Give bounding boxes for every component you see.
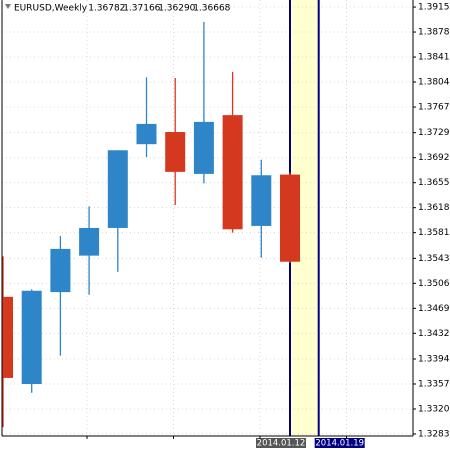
candle-body xyxy=(193,121,214,174)
candle-body xyxy=(21,290,42,384)
title-icon xyxy=(5,4,11,9)
x-marker-box xyxy=(314,438,365,448)
y-tick-label: 1.38040 xyxy=(418,78,450,88)
candle-body xyxy=(107,150,128,228)
ohlc-value: 1.37166 xyxy=(123,4,160,14)
y-tick-label: 1.39150 xyxy=(418,3,450,13)
x-marker-label: 2014.01.19 xyxy=(315,439,364,449)
y-tick-label: 1.33570 xyxy=(418,379,450,389)
y-tick-label: 1.32830 xyxy=(418,429,450,439)
y-tick-label: 1.33940 xyxy=(418,354,450,364)
chart-title: EURUSD,Weekly xyxy=(14,4,88,14)
candle-body xyxy=(50,248,71,293)
ohlc-value: 1.36782 xyxy=(88,4,125,14)
y-tick-label: 1.35810 xyxy=(418,228,450,238)
candle-body xyxy=(79,227,100,256)
y-tick-label: 1.36550 xyxy=(418,178,450,188)
grid xyxy=(2,0,413,436)
candle-body xyxy=(136,123,157,145)
y-tick-label: 1.35430 xyxy=(418,254,450,264)
y-tick-label: 1.34690 xyxy=(418,304,450,314)
axis-labels: 1.39150 1.38780 1.38410 1.38040 1.37670 1.372… xyxy=(86,3,450,449)
candle-body xyxy=(280,174,300,262)
ohlc-value: 1.36290 xyxy=(158,4,195,14)
x-marker-label: 2014.01.12 xyxy=(257,439,306,449)
ohlc-value: 1.36668 xyxy=(193,4,230,14)
header: EURUSD,Weekly 1.367821.371661.362901.366… xyxy=(14,4,231,14)
y-tick-label: 1.37670 xyxy=(418,103,450,113)
y-tick-label: 1.34320 xyxy=(418,329,450,339)
candle-body xyxy=(222,115,243,230)
candle-body xyxy=(2,296,13,378)
candles xyxy=(2,21,300,428)
x-marker-box xyxy=(256,438,306,448)
y-tick-label: 1.38780 xyxy=(418,28,450,38)
y-tick-label: 1.36920 xyxy=(418,153,450,163)
y-tick-label: 1.35060 xyxy=(418,279,450,289)
y-tick-label: 1.36180 xyxy=(418,203,450,213)
candle-body xyxy=(251,175,272,226)
y-tick-label: 1.37290 xyxy=(418,128,450,138)
candle-body xyxy=(165,132,186,172)
y-tick-label: 1.38410 xyxy=(418,53,450,63)
y-tick-label: 1.33200 xyxy=(418,404,450,414)
